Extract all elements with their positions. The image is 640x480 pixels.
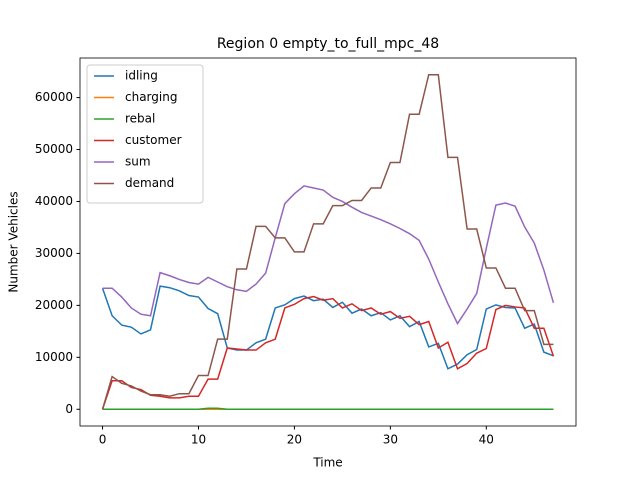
x-tick-label: 10 <box>191 433 206 447</box>
y-tick-label: 50000 <box>35 142 73 156</box>
axes-frame <box>79 57 577 427</box>
legend-label: demand <box>125 176 174 190</box>
chart-title: Region 0 empty_to_full_mpc_48 <box>217 36 439 52</box>
y-tick-label: 10000 <box>35 350 73 364</box>
x-tick-label: 30 <box>383 433 398 447</box>
x-tick-label: 20 <box>287 433 302 447</box>
legend-label: charging <box>125 90 177 104</box>
legend-box <box>86 64 204 204</box>
series-line <box>101 295 555 410</box>
series-line <box>101 73 554 410</box>
legend-label: sum <box>125 155 151 169</box>
series-line <box>102 185 555 326</box>
series-line <box>101 285 554 370</box>
y-tick-label: 30000 <box>35 246 73 260</box>
series-line <box>102 407 554 411</box>
x-axis-label: Time <box>312 456 342 470</box>
y-axis-label: Number Vehicles <box>7 191 21 292</box>
y-tick-label: 0 <box>65 402 73 416</box>
y-tick-label: 40000 <box>35 194 73 208</box>
y-tick-label: 60000 <box>35 90 73 104</box>
legend-label: customer <box>125 133 182 147</box>
x-tick-label: 0 <box>99 433 107 447</box>
x-tick-label: 40 <box>479 433 494 447</box>
legend-label: idling <box>125 69 158 83</box>
legend-label: rebal <box>125 112 155 126</box>
y-tick-label: 20000 <box>35 298 73 312</box>
